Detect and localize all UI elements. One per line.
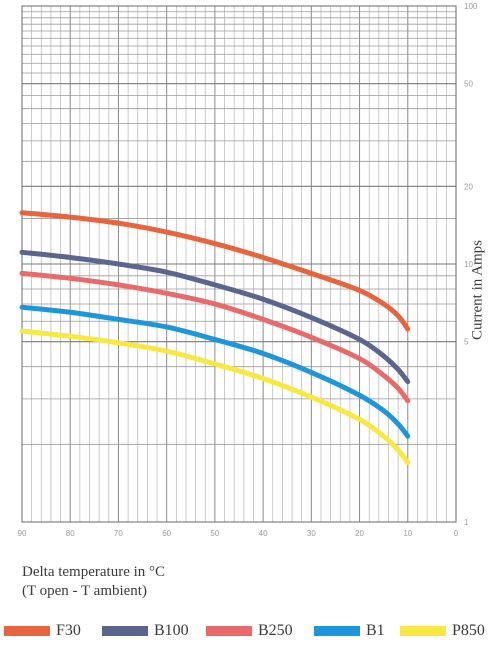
series-line-b250	[19, 270, 411, 404]
legend-item-b1: B1	[314, 618, 385, 644]
y-tick-label: 1	[464, 518, 469, 527]
legend-swatch-b250	[206, 626, 252, 636]
legend-label-b250: B250	[258, 622, 293, 639]
x-tick-label: 90	[18, 529, 27, 538]
y-tick-label: 50	[464, 80, 473, 89]
series-line-f30	[19, 210, 411, 332]
x-axis-label-line2: (T open - T ambient)	[22, 583, 147, 599]
series-line-b100	[19, 249, 411, 385]
x-tick-labels: 90 80 70 60 50 40 30 20 10 0	[18, 529, 459, 538]
series-line-p850	[19, 328, 411, 466]
legend-label-p850: P850	[452, 622, 485, 639]
x-axis-label: Delta temperature in °C (T open - T ambi…	[22, 563, 165, 601]
series-line-b1	[19, 304, 411, 439]
legend-swatch-f30	[4, 626, 50, 636]
x-tick-label: 70	[114, 529, 123, 538]
plot-frame	[21, 5, 457, 523]
legend-swatch-b100	[102, 626, 148, 636]
x-tick-label: 50	[210, 529, 219, 538]
x-axis-label-line1: Delta temperature in °C	[22, 564, 166, 580]
legend-item-b100: B100	[102, 618, 189, 644]
legend-swatch-p850	[400, 626, 446, 636]
y-tick-labels: 100 50 20 10 5 1	[464, 2, 478, 527]
legend-item-f30: F30	[4, 618, 81, 644]
y-tick-label: 10	[464, 260, 473, 269]
y-tick-label: 5	[464, 338, 469, 347]
x-tick-label: 10	[403, 529, 412, 538]
x-tick-label: 80	[66, 529, 75, 538]
y-tick-label: 20	[464, 182, 473, 191]
series-layer	[19, 210, 411, 466]
x-tick-label: 0	[454, 529, 459, 538]
legend-item-b250: B250	[206, 618, 293, 644]
x-tick-label: 20	[355, 529, 364, 538]
y-axis-label: Current in Amps	[469, 240, 486, 340]
legend-label-b100: B100	[154, 622, 189, 639]
x-tick-label: 40	[259, 529, 268, 538]
legend: F30 B100 B250 B1 P850	[0, 618, 498, 644]
legend-item-p850: P850	[400, 618, 485, 644]
grid-lines	[21, 5, 457, 523]
x-tick-label: 60	[162, 529, 171, 538]
legend-label-b1: B1	[366, 622, 385, 639]
legend-label-f30: F30	[56, 622, 81, 639]
y-tick-label: 100	[464, 2, 478, 11]
legend-swatch-b1	[314, 626, 360, 636]
x-tick-label: 30	[307, 529, 316, 538]
